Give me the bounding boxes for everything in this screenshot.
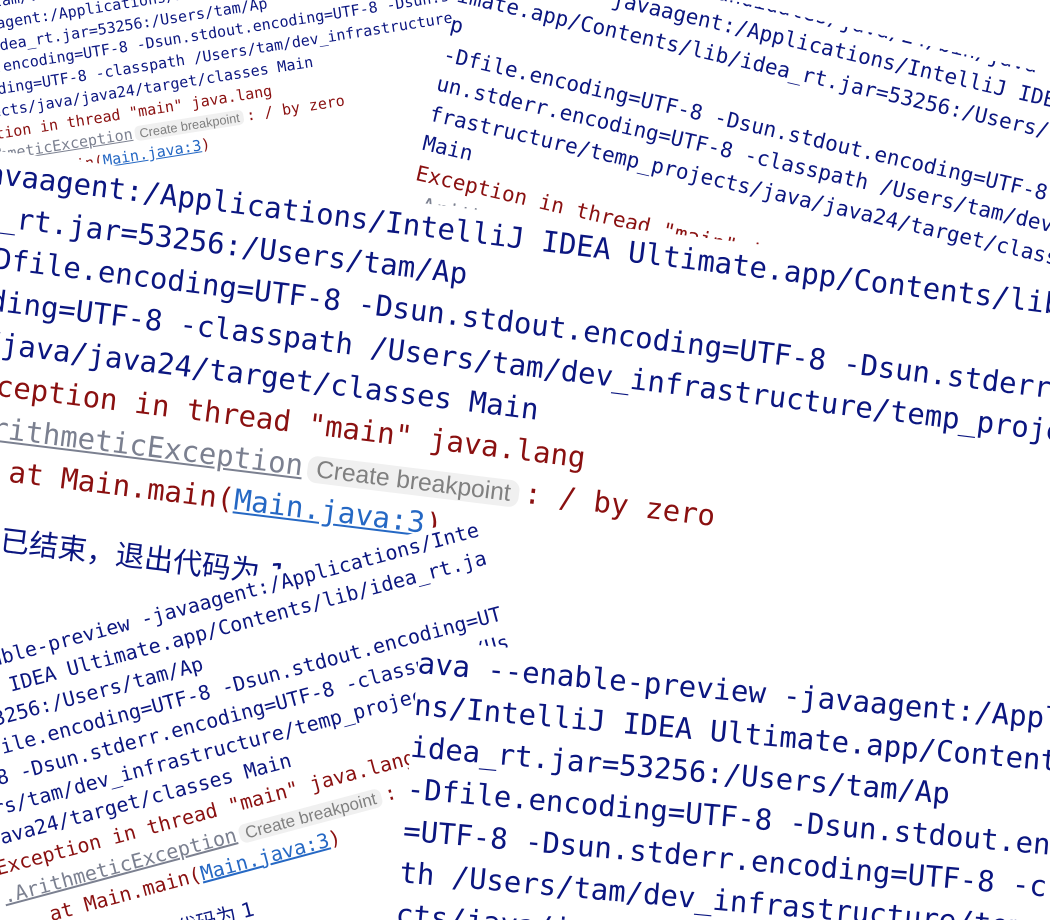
console-panel: /Users/tam/.sdkman/candidates/java/24/bi… — [388, 640, 1050, 920]
console-output: /Users/tam/.sdkman/candidates/java/24/bi… — [389, 640, 1050, 920]
stack-suffix: ) — [199, 134, 212, 155]
